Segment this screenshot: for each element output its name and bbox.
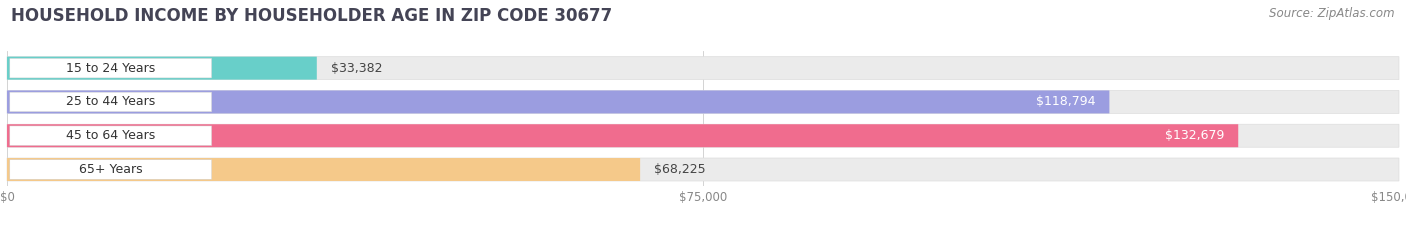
FancyBboxPatch shape <box>7 57 1399 80</box>
FancyBboxPatch shape <box>10 58 212 78</box>
FancyBboxPatch shape <box>10 160 212 179</box>
Text: 65+ Years: 65+ Years <box>79 163 142 176</box>
Text: Source: ZipAtlas.com: Source: ZipAtlas.com <box>1270 7 1395 20</box>
FancyBboxPatch shape <box>7 158 1399 181</box>
FancyBboxPatch shape <box>10 92 212 112</box>
FancyBboxPatch shape <box>7 57 316 80</box>
FancyBboxPatch shape <box>7 124 1239 147</box>
FancyBboxPatch shape <box>10 126 212 145</box>
Text: $68,225: $68,225 <box>654 163 706 176</box>
Text: 25 to 44 Years: 25 to 44 Years <box>66 96 155 108</box>
FancyBboxPatch shape <box>7 158 640 181</box>
Text: $118,794: $118,794 <box>1036 96 1095 108</box>
Text: HOUSEHOLD INCOME BY HOUSEHOLDER AGE IN ZIP CODE 30677: HOUSEHOLD INCOME BY HOUSEHOLDER AGE IN Z… <box>11 7 613 25</box>
FancyBboxPatch shape <box>7 90 1399 113</box>
FancyBboxPatch shape <box>7 124 1399 147</box>
FancyBboxPatch shape <box>7 90 1109 113</box>
Text: $33,382: $33,382 <box>330 62 382 75</box>
Text: $132,679: $132,679 <box>1166 129 1225 142</box>
Text: 15 to 24 Years: 15 to 24 Years <box>66 62 155 75</box>
Text: 45 to 64 Years: 45 to 64 Years <box>66 129 155 142</box>
